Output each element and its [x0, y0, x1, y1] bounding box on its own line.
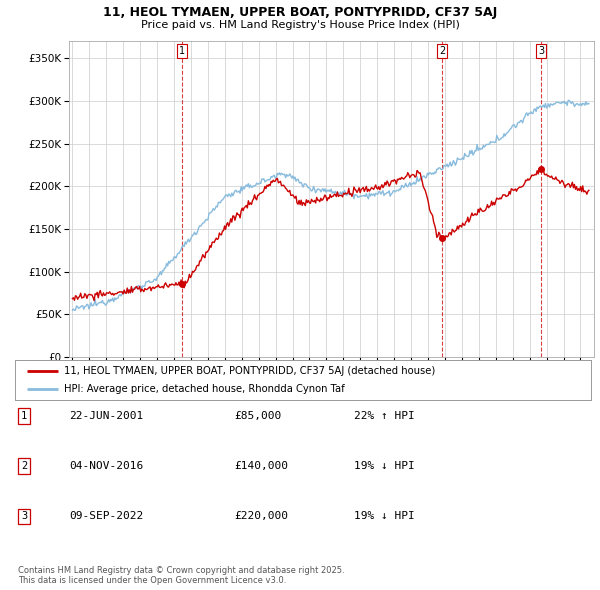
- Text: 22% ↑ HPI: 22% ↑ HPI: [354, 411, 415, 421]
- Text: 2: 2: [439, 46, 445, 56]
- Text: 04-NOV-2016: 04-NOV-2016: [69, 461, 143, 471]
- Text: Contains HM Land Registry data © Crown copyright and database right 2025.
This d: Contains HM Land Registry data © Crown c…: [18, 566, 344, 585]
- Text: 11, HEOL TYMAEN, UPPER BOAT, PONTYPRIDD, CF37 5AJ (detached house): 11, HEOL TYMAEN, UPPER BOAT, PONTYPRIDD,…: [64, 366, 435, 376]
- Text: £220,000: £220,000: [234, 512, 288, 521]
- Text: 22-JUN-2001: 22-JUN-2001: [69, 411, 143, 421]
- Text: Price paid vs. HM Land Registry's House Price Index (HPI): Price paid vs. HM Land Registry's House …: [140, 20, 460, 30]
- Text: 19% ↓ HPI: 19% ↓ HPI: [354, 512, 415, 521]
- Text: 11, HEOL TYMAEN, UPPER BOAT, PONTYPRIDD, CF37 5AJ: 11, HEOL TYMAEN, UPPER BOAT, PONTYPRIDD,…: [103, 6, 497, 19]
- Text: HPI: Average price, detached house, Rhondda Cynon Taf: HPI: Average price, detached house, Rhon…: [64, 384, 345, 394]
- Text: 1: 1: [21, 411, 27, 421]
- Text: 19% ↓ HPI: 19% ↓ HPI: [354, 461, 415, 471]
- Text: 09-SEP-2022: 09-SEP-2022: [69, 512, 143, 521]
- Text: 3: 3: [21, 512, 27, 521]
- Text: 1: 1: [179, 46, 185, 56]
- Text: 3: 3: [538, 46, 544, 56]
- Text: £140,000: £140,000: [234, 461, 288, 471]
- Text: £85,000: £85,000: [234, 411, 281, 421]
- Text: 2: 2: [21, 461, 27, 471]
